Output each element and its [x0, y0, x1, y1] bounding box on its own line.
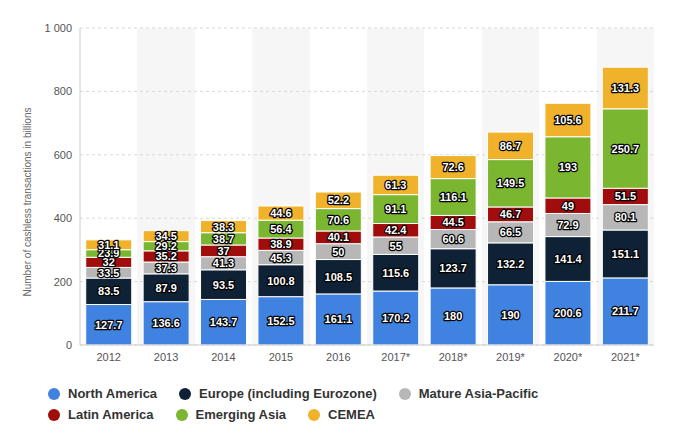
svg-text:32: 32 — [102, 256, 115, 269]
svg-text:23.9: 23.9 — [98, 247, 120, 260]
svg-text:211.7: 211.7 — [612, 305, 639, 317]
svg-text:0: 0 — [66, 339, 72, 351]
svg-text:37.3: 37.3 — [155, 262, 176, 274]
svg-text:143.7: 143.7 — [210, 316, 238, 328]
svg-text:80.1: 80.1 — [615, 211, 636, 223]
svg-text:60.6: 60.6 — [442, 233, 463, 245]
svg-text:38.7: 38.7 — [213, 233, 234, 245]
svg-text:800: 800 — [54, 85, 72, 97]
svg-text:46.7: 46.7 — [500, 208, 521, 220]
svg-text:170.2: 170.2 — [382, 312, 410, 324]
svg-text:86.7: 86.7 — [500, 140, 521, 152]
svg-text:44.6: 44.6 — [270, 207, 291, 219]
html-text:Europe (including Eurozone): Europe (including Eurozone) — [199, 386, 377, 401]
svg-text:180: 180 — [444, 310, 462, 322]
svg-text:40.1: 40.1 — [328, 231, 349, 243]
svg-text:2014: 2014 — [211, 351, 235, 363]
svg-text:132.2: 132.2 — [497, 258, 525, 270]
svg-text:50: 50 — [332, 246, 344, 258]
svg-text:127.7: 127.7 — [95, 319, 123, 331]
svg-text:51.5: 51.5 — [615, 190, 636, 202]
svg-text:44.5: 44.5 — [442, 216, 463, 228]
svg-text:200.6: 200.6 — [554, 307, 582, 319]
svg-text:83.5: 83.5 — [98, 285, 119, 297]
svg-text:250.7: 250.7 — [612, 143, 640, 155]
svg-text:123.7: 123.7 — [439, 262, 467, 274]
svg-text:1 000: 1 000 — [44, 22, 72, 34]
svg-text:190: 190 — [501, 309, 519, 321]
svg-text:151.1: 151.1 — [612, 248, 640, 260]
svg-text:152.5: 152.5 — [267, 315, 295, 327]
svg-text:2015: 2015 — [269, 351, 293, 363]
svg-text:38.9: 38.9 — [270, 238, 291, 250]
svg-text:600: 600 — [54, 149, 72, 161]
svg-text:115.6: 115.6 — [382, 267, 409, 279]
svg-text:2021*: 2021* — [611, 351, 640, 363]
svg-text:400: 400 — [54, 212, 72, 224]
svg-text:35.2: 35.2 — [155, 250, 177, 263]
html-text:Emerging Asia: Emerging Asia — [195, 407, 286, 422]
svg-text:70.6: 70.6 — [328, 214, 349, 226]
svg-text:34.5: 34.5 — [155, 230, 176, 242]
svg-text:33.5: 33.5 — [98, 267, 119, 279]
html-text:Latin America: Latin America — [68, 407, 154, 422]
svg-text:56.4: 56.4 — [270, 223, 292, 235]
svg-text:72.6: 72.6 — [442, 161, 463, 173]
svg-text:61.3: 61.3 — [385, 179, 406, 191]
svg-text:2016: 2016 — [326, 351, 350, 363]
html-text:North America: North America — [68, 386, 158, 401]
svg-text:37: 37 — [217, 245, 229, 257]
svg-text:2020*: 2020* — [554, 351, 583, 363]
svg-text:100.8: 100.8 — [267, 275, 295, 287]
svg-text:105.6: 105.6 — [554, 114, 582, 126]
svg-text:161.1: 161.1 — [325, 313, 353, 325]
svg-text:141.4: 141.4 — [554, 253, 582, 265]
html-text:Mature Asia-Pacific: Mature Asia-Pacific — [418, 386, 539, 401]
svg-text:29.2: 29.2 — [155, 240, 177, 253]
svg-text:45.3: 45.3 — [270, 252, 291, 264]
svg-text:2013: 2013 — [154, 351, 178, 363]
svg-text:149.5: 149.5 — [497, 177, 525, 189]
svg-text:116.1: 116.1 — [440, 191, 467, 203]
svg-text:193: 193 — [559, 161, 577, 173]
svg-text:91.1: 91.1 — [385, 203, 406, 215]
svg-text:2019*: 2019* — [496, 351, 525, 363]
svg-text:42.4: 42.4 — [385, 224, 407, 236]
html-text:CEMEA: CEMEA — [328, 407, 375, 422]
svg-text:2012: 2012 — [96, 351, 120, 363]
svg-text:200: 200 — [54, 276, 72, 288]
svg-text:108.5: 108.5 — [325, 271, 353, 283]
svg-text:2017*: 2017* — [381, 351, 410, 363]
svg-text:66.5: 66.5 — [500, 226, 521, 238]
svg-text:87.9: 87.9 — [155, 282, 176, 294]
svg-text:2018*: 2018* — [439, 351, 468, 363]
svg-text:93.5: 93.5 — [213, 279, 234, 291]
svg-text:136.6: 136.6 — [152, 317, 180, 329]
svg-text:41.3: 41.3 — [213, 257, 234, 269]
svg-text:55: 55 — [390, 240, 402, 252]
svg-text:131.3: 131.3 — [612, 82, 640, 94]
svg-text:31.1: 31.1 — [98, 239, 119, 251]
svg-text:38.3: 38.3 — [213, 221, 234, 233]
svg-text:Number of cashless transaction: Number of cashless transactions in billi… — [22, 108, 33, 297]
svg-text:49: 49 — [562, 200, 574, 212]
svg-text:72.9: 72.9 — [557, 219, 578, 231]
svg-text:52.2: 52.2 — [328, 194, 349, 206]
